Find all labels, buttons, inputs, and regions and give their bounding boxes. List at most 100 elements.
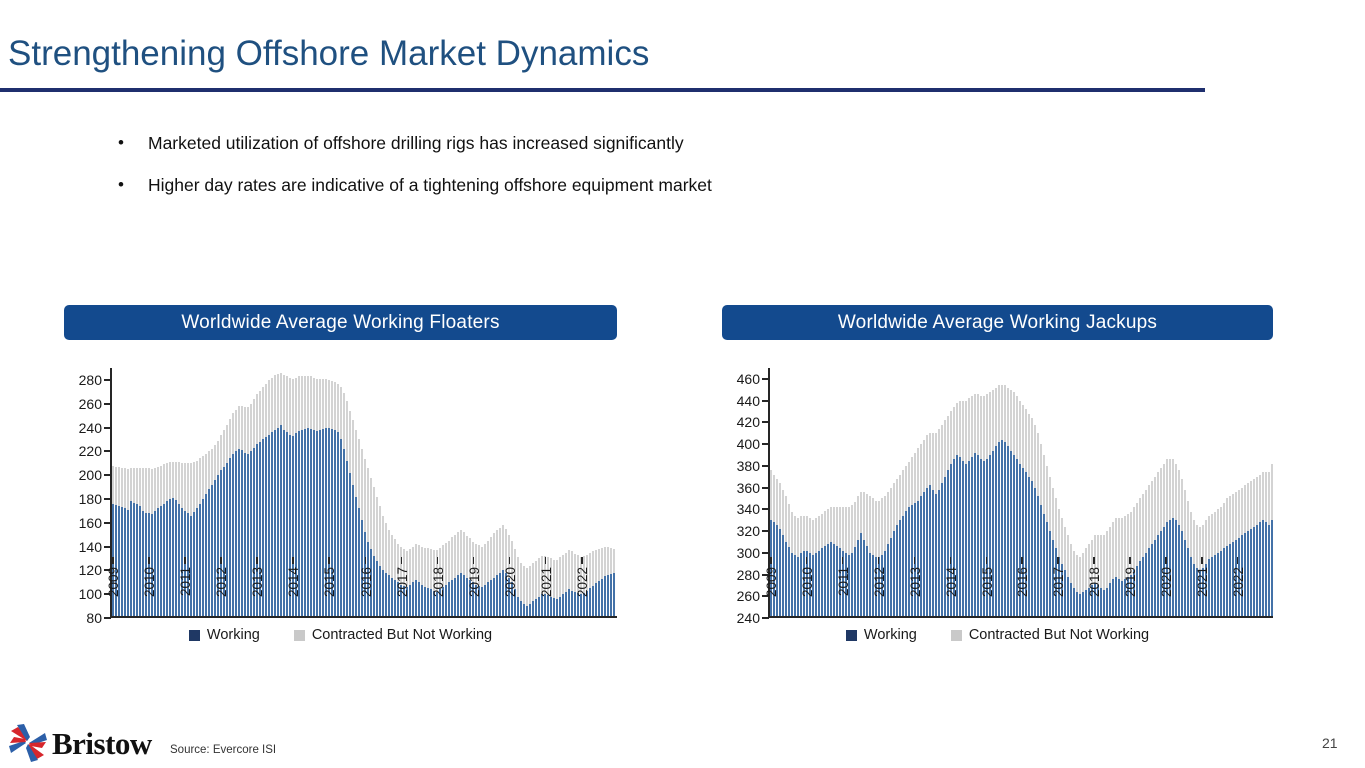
- bar-segment-working: [433, 590, 435, 618]
- bar-segment-working: [388, 575, 390, 618]
- y-axis-tick-mark: [104, 497, 111, 500]
- bar-segment-working: [935, 494, 937, 618]
- bar-segment-working: [529, 603, 531, 618]
- bar-segment-working: [1106, 587, 1108, 618]
- y-axis-line: [768, 368, 770, 618]
- bar-segment-working: [496, 575, 498, 618]
- bar-segment-working: [325, 427, 327, 618]
- bar-segment-working: [598, 581, 600, 618]
- bar-segment-working: [1193, 563, 1195, 618]
- bar-segment-contracted: [250, 403, 252, 452]
- bar-segment-contracted: [580, 557, 582, 595]
- bar-segment-working: [517, 596, 519, 618]
- bar-segment-working: [1028, 476, 1030, 618]
- bar-segment-contracted: [394, 539, 396, 580]
- chart-bar: [1214, 368, 1217, 618]
- bar-segment-working: [869, 552, 871, 618]
- bar-segment-contracted: [1199, 526, 1201, 571]
- bar-segment-contracted: [1019, 400, 1021, 464]
- bullet-text: Marketed utilization of offshore drillin…: [148, 133, 684, 153]
- chart-bar: [292, 368, 295, 618]
- bar-segment-contracted: [289, 377, 291, 435]
- bar-segment-working: [1094, 583, 1096, 618]
- bar-segment-working: [280, 425, 282, 618]
- bar-segment-working: [490, 579, 492, 618]
- x-axis-tick-label: 2014: [943, 567, 959, 598]
- bar-segment-working: [370, 548, 372, 618]
- bar-segment-working: [899, 520, 901, 618]
- bar-segment-contracted: [325, 378, 327, 428]
- bar-segment-working: [863, 539, 865, 618]
- bar-segment-contracted: [310, 376, 312, 429]
- chart-bar: [499, 368, 502, 618]
- bar-segment-contracted: [559, 557, 561, 597]
- bar-segment-contracted: [1166, 459, 1168, 523]
- bar-segment-contracted: [307, 376, 309, 428]
- bar-segment-working: [442, 587, 444, 618]
- chart-bar: [1055, 368, 1058, 618]
- chart-bar: [397, 368, 400, 618]
- bar-segment-contracted: [238, 406, 240, 449]
- bar-segment-contracted: [866, 494, 868, 547]
- x-axis-tick-mark: [328, 557, 330, 564]
- bar-segment-working: [568, 589, 570, 618]
- bar-segment-working: [803, 550, 805, 618]
- bar-segment-working: [1148, 548, 1150, 618]
- bar-segment-contracted: [770, 470, 772, 521]
- bar-segment-working: [1079, 594, 1081, 618]
- bar-segment-working: [202, 498, 204, 618]
- bar-segment-contracted: [355, 429, 357, 497]
- bar-segment-working: [974, 452, 976, 618]
- bar-segment-contracted: [1163, 463, 1165, 527]
- bar-segment-working: [406, 587, 408, 618]
- chart-bar: [959, 368, 962, 618]
- x-axis-tick: 2014: [944, 557, 986, 619]
- bar-segment-working: [448, 582, 450, 618]
- bar-segment-contracted: [1154, 476, 1156, 540]
- chart-bar: [869, 368, 872, 618]
- bar-segment-working: [292, 435, 294, 618]
- chart-bar: [544, 368, 547, 618]
- bar-segment-contracted: [809, 518, 811, 553]
- chart-bar: [947, 368, 950, 618]
- bar-segment-working: [544, 594, 546, 618]
- bar-segment-working: [1223, 548, 1225, 618]
- chart-bar: [1061, 368, 1064, 618]
- chart-bar: [304, 368, 307, 618]
- chart-bar: [526, 368, 529, 618]
- bar-segment-contracted: [244, 407, 246, 453]
- chart-bar: [878, 368, 881, 618]
- bar-segment-working: [562, 594, 564, 618]
- chart-bar: [553, 368, 556, 618]
- bar-segment-contracted: [1118, 518, 1120, 579]
- bar-segment-working: [1151, 544, 1153, 618]
- bar-segment-contracted: [226, 425, 228, 464]
- bar-segment-contracted: [1076, 554, 1078, 592]
- bar-segment-contracted: [577, 554, 579, 593]
- x-axis-tick: 2015: [322, 557, 364, 619]
- bar-segment-contracted: [1067, 535, 1069, 577]
- chart-bar: [406, 368, 409, 618]
- bar-segment-working: [1190, 557, 1192, 618]
- chart-bar: [421, 368, 424, 618]
- chart-bar: [965, 368, 968, 618]
- bar-segment-contracted: [367, 468, 369, 542]
- bar-segment-contracted: [364, 458, 366, 533]
- chart-bar: [598, 368, 601, 618]
- x-axis-tick: 2009: [764, 557, 806, 619]
- x-axis-tick-label: 2010: [799, 567, 815, 598]
- bar-segment-contracted: [890, 487, 892, 538]
- chart-bar: [1145, 368, 1148, 618]
- bar-segment-working: [169, 498, 171, 618]
- bar-segment-contracted: [842, 507, 844, 551]
- x-axis-jackups: 2009 2010 2011 2012 2013 2014 2015 2016 2017 2018…: [764, 557, 1273, 619]
- chart-bar: [301, 368, 304, 618]
- bar-segment-contracted: [1025, 409, 1027, 473]
- bar-segment-working: [1217, 552, 1219, 618]
- chart-bar: [208, 368, 211, 618]
- chart-bar: [830, 368, 833, 618]
- bar-segment-working: [367, 541, 369, 618]
- x-axis-tick-mark: [841, 557, 844, 564]
- bar-segment-working: [791, 552, 793, 618]
- bar-segment-contracted: [968, 398, 970, 462]
